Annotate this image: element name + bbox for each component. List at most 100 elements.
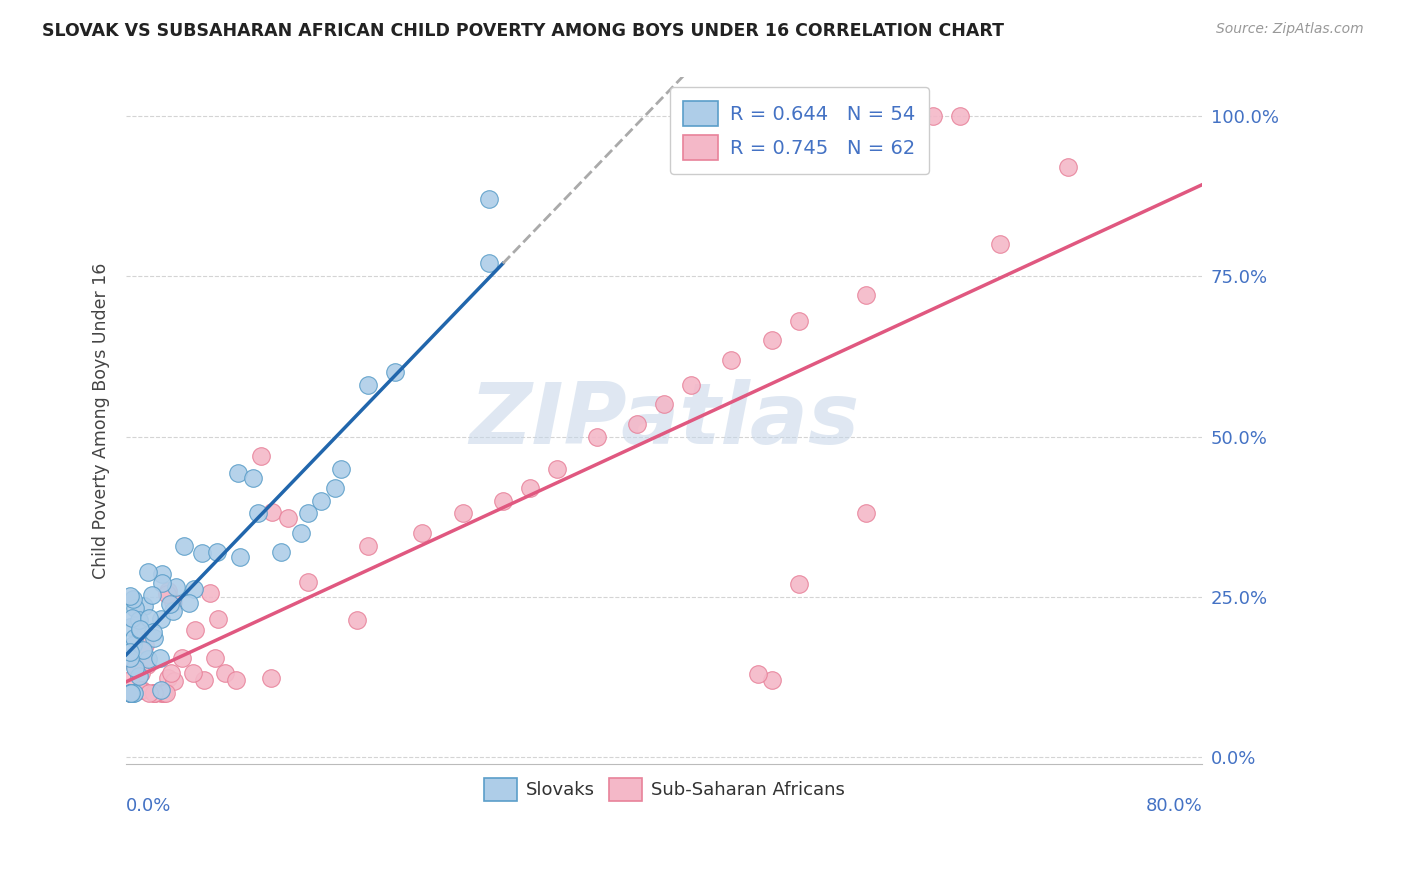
Point — [357, 378, 380, 392]
Point — [492, 493, 515, 508]
Point — [922, 109, 945, 123]
Point — [242, 470, 264, 484]
Point — [297, 575, 319, 590]
Point — [143, 632, 166, 646]
Point — [149, 612, 172, 626]
Point — [134, 638, 156, 652]
Point — [173, 539, 195, 553]
Point — [204, 651, 226, 665]
Point — [311, 493, 333, 508]
Point — [1056, 160, 1078, 174]
Point — [157, 583, 180, 598]
Point — [131, 683, 153, 698]
Point — [214, 665, 236, 680]
Point — [159, 598, 181, 612]
Point — [122, 686, 145, 700]
Point — [478, 192, 501, 206]
Point — [120, 673, 142, 688]
Point — [228, 549, 250, 564]
Point — [270, 545, 292, 559]
Point — [162, 604, 184, 618]
Point — [153, 686, 176, 700]
Point — [128, 669, 150, 683]
Point — [142, 686, 165, 700]
Point — [120, 620, 142, 634]
Point — [297, 507, 319, 521]
Point — [149, 651, 172, 665]
Point — [124, 601, 146, 615]
Point — [150, 575, 173, 590]
Point — [120, 686, 142, 700]
Point — [155, 686, 177, 700]
Point — [156, 587, 179, 601]
Point — [384, 366, 406, 380]
Point — [277, 511, 299, 525]
Point — [183, 582, 205, 596]
Point — [290, 525, 312, 540]
Text: 0.0%: 0.0% — [127, 797, 172, 814]
Point — [143, 686, 166, 700]
Point — [260, 505, 283, 519]
Point — [855, 507, 877, 521]
Point — [226, 466, 249, 480]
Point — [121, 610, 143, 624]
Point — [949, 109, 972, 123]
Point — [152, 686, 174, 700]
Point — [121, 638, 143, 652]
Point — [357, 539, 380, 553]
Point — [120, 651, 142, 665]
Point — [142, 624, 165, 639]
Point — [681, 378, 703, 392]
Point — [141, 588, 163, 602]
Legend: Slovaks, Sub-Saharan Africans: Slovaks, Sub-Saharan Africans — [477, 771, 852, 808]
Point — [855, 288, 877, 302]
Point — [136, 651, 159, 665]
Y-axis label: Child Poverty Among Boys Under 16: Child Poverty Among Boys Under 16 — [93, 262, 110, 579]
Point — [787, 314, 810, 328]
Point — [150, 686, 173, 700]
Point — [124, 658, 146, 673]
Point — [787, 577, 810, 591]
Point — [129, 682, 152, 697]
Point — [120, 645, 142, 659]
Point — [205, 545, 228, 559]
Point — [160, 665, 183, 680]
Point — [120, 686, 142, 700]
Point — [120, 590, 142, 604]
Point — [132, 643, 155, 657]
Point — [761, 334, 783, 348]
Point — [129, 665, 152, 680]
Point — [519, 481, 541, 495]
Text: Source: ZipAtlas.com: Source: ZipAtlas.com — [1216, 22, 1364, 37]
Point — [150, 566, 173, 581]
Point — [149, 683, 172, 698]
Point — [128, 613, 150, 627]
Point — [143, 686, 166, 700]
Point — [170, 651, 193, 665]
Point — [136, 565, 159, 579]
Point — [132, 599, 155, 613]
Point — [184, 623, 207, 637]
Point — [165, 580, 187, 594]
Text: 80.0%: 80.0% — [1146, 797, 1202, 814]
Point — [990, 237, 1012, 252]
Point — [122, 631, 145, 645]
Point — [346, 614, 368, 628]
Point — [129, 624, 152, 638]
Point — [191, 546, 214, 560]
Point — [120, 686, 142, 700]
Point — [225, 673, 247, 687]
Point — [120, 686, 142, 700]
Point — [323, 481, 346, 495]
Point — [120, 686, 142, 700]
Point — [747, 666, 769, 681]
Point — [207, 612, 229, 626]
Point — [249, 449, 271, 463]
Point — [181, 665, 204, 680]
Point — [652, 397, 675, 411]
Point — [478, 256, 501, 270]
Point — [157, 671, 180, 685]
Point — [124, 661, 146, 675]
Point — [761, 673, 783, 688]
Point — [138, 686, 160, 700]
